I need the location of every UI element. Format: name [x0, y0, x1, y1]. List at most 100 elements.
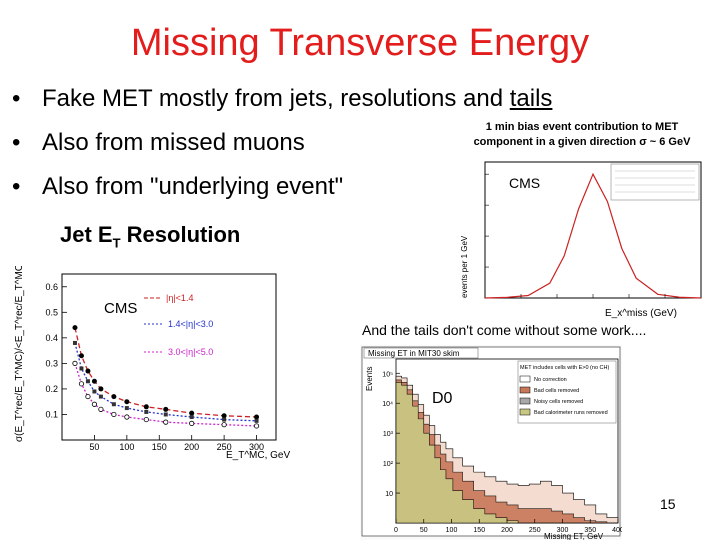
figure2-title: Jet ET Resolution	[60, 222, 240, 250]
bullet-text: Also from missed muons	[42, 129, 305, 156]
bullet-dot: •	[12, 173, 21, 200]
figure3-header-box	[363, 347, 479, 359]
figure2-point	[72, 325, 78, 331]
figure3-xtick-label: 300	[557, 527, 569, 534]
figure3-xtick-label: 50	[420, 527, 428, 534]
figure2-point	[85, 368, 91, 374]
bullet-item: • Fake MET mostly from jets, resolutions …	[12, 82, 552, 126]
figure3-ytick-label: 10⁴	[382, 401, 393, 408]
figure2-point	[253, 423, 260, 429]
figure2-frame	[61, 273, 277, 441]
figure2-legend: |η|<1.4 1.4<|η|<3.0 3.0<|η|<5.0	[144, 293, 213, 357]
figure3-series-area	[395, 382, 618, 524]
page-number: 15	[660, 496, 676, 512]
figure2-cms-label: CMS	[104, 300, 138, 317]
figure2-ytick-label: 0.6	[45, 282, 58, 292]
figure2-series-line	[74, 327, 257, 418]
figure2-ytick-label: 0.3	[45, 358, 58, 368]
figure1-caption-line2: component in a given direction σ ~ 6 GeV	[473, 136, 691, 148]
figure2-xtick-label: 100	[119, 442, 134, 452]
figure1-caption: 1 min bias event contribution to MET com…	[448, 120, 716, 150]
figure2-point	[189, 410, 195, 416]
figure3-ytick-label: 10	[385, 491, 393, 498]
figure2-point	[221, 422, 227, 428]
bullet-dot: •	[12, 85, 21, 112]
figure3-caption: And the tails don't come without some wo…	[362, 322, 647, 338]
figure2-point	[92, 389, 97, 394]
figure2-point	[163, 406, 169, 412]
figure1-ylabel: events per 1 GeV	[460, 235, 469, 298]
figure2-ylabel: σ(E_T^rec/E_T^MC)/<E_T^rec/E_T^MC>	[14, 266, 25, 442]
figure3-legend-swatch-3	[519, 397, 531, 405]
figure2-point	[98, 406, 104, 412]
figure2-title-sub: T	[112, 235, 121, 251]
bullet-underlined-word: tails	[509, 85, 553, 112]
figure2-point	[91, 378, 97, 384]
figure3-marks: 0 50 100 150 200 250 300 350 400 10⁵ 10⁴ 10³ 10² 10	[382, 371, 622, 534]
figure1-stats-box	[610, 163, 700, 201]
figure2-point	[163, 412, 168, 417]
slide-title: Missing Transverse Energy	[130, 22, 590, 64]
figure2-ytick-label: 0.5	[45, 307, 58, 317]
figure2-point	[91, 401, 98, 407]
figure1-curve	[484, 172, 702, 299]
figure1-stats-lines	[615, 170, 695, 193]
figure2-point	[124, 414, 130, 420]
figure3-xtick-label: 350	[584, 527, 596, 534]
figure2-point	[144, 409, 149, 414]
figure3-xtick-label: 100	[446, 527, 458, 534]
figure2-point	[143, 416, 149, 423]
figure2-series-line	[74, 342, 257, 422]
figure2-point	[78, 381, 85, 387]
figure2-ytick-label: 0.4	[45, 333, 58, 343]
figure2-point	[189, 415, 194, 420]
bullet-text: Also from "underlying event"	[42, 173, 344, 200]
figure2-xtick-label: 200	[184, 442, 199, 452]
figure3-xtick-label: 0	[394, 527, 398, 534]
figure2-point	[79, 366, 84, 371]
figure2-xtick-label: 250	[217, 442, 232, 452]
bullet-text: Fake MET mostly from jets, resolutions a…	[42, 85, 504, 112]
figure3-ytick-label: 10³	[383, 431, 394, 438]
figure2-title-main: Jet E	[60, 222, 113, 247]
figure2-point	[189, 420, 195, 426]
figure2-point	[111, 402, 116, 407]
figure2-xtick-label: 50	[89, 442, 99, 452]
figure2-point	[72, 360, 78, 366]
bullet-list: • Fake MET mostly from jets, resolutions …	[12, 82, 552, 214]
figure1-minbias-plot: CMS events per 1 GeV E_x^miss (GeV)	[460, 161, 702, 319]
figure2-point	[163, 419, 169, 425]
figure3-header: Missing ET in MIT30 skim	[368, 349, 460, 358]
figure3-xtick-label: 200	[501, 527, 513, 534]
figure3-ytick-label: 10⁵	[382, 371, 393, 378]
figure2-legend-1: |η|<1.4	[166, 293, 193, 303]
figure1-marks	[484, 172, 702, 299]
figure2-legend-3: 3.0<|η|<5.0	[168, 347, 213, 357]
figure1-cms-label: CMS	[509, 175, 540, 191]
figure1-xlabel: E_x^miss (GeV)	[605, 308, 677, 319]
figure2-ytick-label: 0.1	[45, 409, 58, 419]
figure3-legend-2: Bad cells removed	[534, 388, 579, 394]
figure2-point	[124, 399, 130, 405]
figure2-point	[221, 413, 227, 419]
figure3-legend-box	[517, 360, 617, 424]
bullet-dot: •	[12, 129, 21, 156]
figure3-legend: MET includes cells with E>0 (no CH) No c…	[517, 360, 617, 424]
figure2-xlabel: E_T^MC, GeV	[226, 450, 290, 461]
figure2-point	[85, 393, 91, 400]
figure2-point	[254, 414, 260, 420]
figure2-legend-2: 1.4<|η|<3.0	[168, 319, 213, 329]
figure2-point	[78, 353, 84, 359]
figure2-point	[85, 379, 90, 384]
figure2-point	[98, 386, 104, 392]
figure2-point	[111, 394, 117, 400]
figure3-ytick-label: 10²	[383, 461, 394, 468]
figure2-point	[143, 404, 149, 410]
bullet-item: • Also from "underlying event"	[12, 170, 552, 214]
figure2-title-rest: Resolution	[120, 222, 241, 247]
figure3-d0-label: D0	[432, 390, 453, 407]
figure2-point	[111, 411, 117, 418]
figure3-legend-4: Bad calorimeter runs removed	[534, 410, 608, 416]
figure3-ylabel: Events	[365, 367, 374, 391]
figure2-point	[72, 340, 77, 345]
